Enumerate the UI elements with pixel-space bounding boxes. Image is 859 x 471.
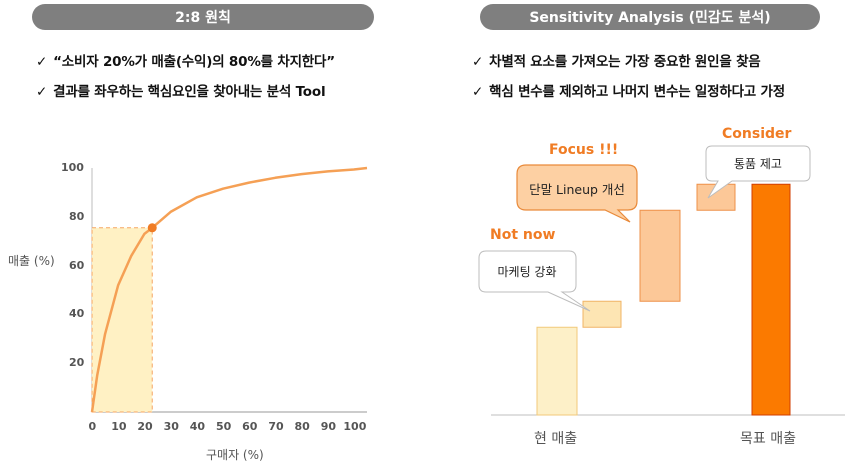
category-current-sales: 현 매출 [534,431,578,447]
x-tick-label: 100 [343,420,367,433]
x-tick-label: 10 [111,420,127,433]
check-icon: ✓ [36,84,48,100]
x-tick-label: 60 [242,420,258,433]
x-tick-label: 30 [163,420,179,433]
x-tick-label: 90 [320,420,337,433]
left-bullet-2: ✓ 결과를 좌우하는 핵심요인을 찾아내는 분석 Tool [36,84,326,100]
waterfall-bar [639,209,681,302]
marketing-bubble-text: 마케팅 강화 [497,264,557,279]
x-axis-label: 구매자 (%) [206,448,264,462]
x-tick-label: 50 [215,420,232,433]
y-tick-label: 60 [69,258,85,272]
right-bullet-2: ✓ 핵심 변수를 제외하고 나머지 변수는 일정하다고 가정 [472,84,785,100]
category-target-sales: 목표 매출 [740,431,796,447]
check-icon: ✓ [472,54,484,70]
y-tick-label: 40 [69,307,85,321]
y-axis-label: 매출 (%) [8,254,55,268]
consider-bubble [705,145,811,199]
waterfall-bar [751,183,791,416]
right-title: Sensitivity Analysis (민감도 분석) [529,10,771,26]
lineup-bubble-text: 단말 Lineup 개선 [529,181,625,197]
highlight-point [147,223,157,233]
waterfall-bar [582,300,622,328]
x-tick-label: 70 [268,420,284,433]
focus-label: Focus !!! [549,142,619,158]
right-bullet-1: ✓ 차별적 요소를 가져오는 가장 중요한 원인을 찾음 [472,54,761,70]
check-icon: ✓ [36,54,48,70]
left-title-pill: 2:8 원칙 [32,4,374,30]
marketing-bubble [478,250,591,312]
left-bullet-1: ✓ “소비자 20%가 매출(수익)의 80%를 차지한다” [36,54,335,70]
waterfall-bar [536,326,578,416]
not-now-label: Not now [490,227,556,243]
highlight-area [91,227,153,413]
y-tick-label: 20 [69,356,85,370]
x-tick-label: 80 [294,420,310,433]
pareto-curve [90,166,368,413]
x-tick-label: 0 [88,420,97,433]
consider-label: Consider [722,126,792,142]
consider-bubble-text: 통품 제고 [734,157,782,171]
x-tick-label: 40 [189,420,206,433]
left-title: 2:8 원칙 [175,10,231,26]
check-icon: ✓ [472,84,484,100]
y-tick-label: 100 [61,161,84,174]
right-title-pill: Sensitivity Analysis (민감도 분석) [480,4,820,30]
y-tick-label: 80 [69,209,85,223]
lineup-bubble [516,164,638,223]
x-tick-label: 20 [137,420,153,433]
